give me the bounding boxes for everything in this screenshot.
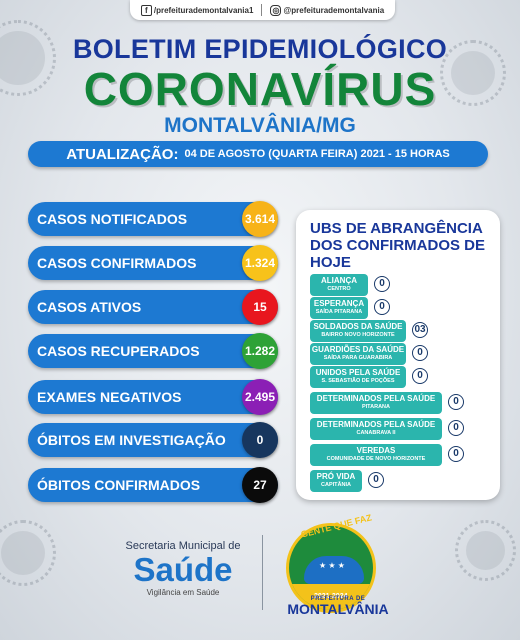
stat-obitos-confirmados: ÓBITOS CONFIRMADOS 27 (28, 467, 278, 503)
stat-value: 2.495 (242, 379, 278, 415)
prefeitura-name: PREFEITURA DE MONTALVÂNIA (278, 596, 398, 616)
ubs-name: SOLDADOS DA SAÚDE (313, 322, 403, 331)
ubs-count: 03 (412, 322, 428, 338)
ubs-count: 0 (448, 446, 464, 462)
virus-decoration (440, 40, 506, 106)
update-label: ATUALIZAÇÃO: (66, 145, 179, 163)
stat-casos-confirmados: CASOS CONFIRMADOS 1.324 (28, 245, 278, 281)
ubs-count: 0 (412, 345, 428, 361)
prefeitura-emblem: ★ ★ ★ GENTE QUE FAZ 2021-2024 (278, 512, 388, 615)
ubs-sub: CAPITÂNIA (321, 482, 351, 488)
bulletin-subtitle: CORONAVÍRUS (83, 63, 437, 115)
prefeitura-line2: MONTALVÂNIA (287, 601, 389, 617)
stat-exames-negativos: EXAMES NEGATIVOS 2.495 (28, 379, 278, 415)
ubs-tag: ALIANÇA CENTRO (310, 274, 368, 296)
ubs-tag: UNIDOS PELA SAÚDE S. SEBASTIÃO DE POÇÕES (310, 366, 406, 388)
stat-value: 1.282 (242, 333, 278, 369)
stat-label: CASOS ATIVOS (37, 299, 142, 315)
emblem-circle: ★ ★ ★ (286, 523, 376, 613)
stat-casos-notificados: CASOS NOTIFICADOS 3.614 (28, 201, 278, 237)
ubs-title: UBS DE ABRANGÊNCIA DOS CONFIRMADOS DE HO… (310, 220, 495, 271)
social-bar: f /prefeiturademontalvania1 ◎ @prefeitur… (130, 0, 395, 20)
ubs-sub: SAÍDA PARA GUARABIRA (323, 355, 393, 361)
ubs-title-line2: DOS CONFIRMADOS DE HOJE (310, 237, 486, 271)
ubs-count: 0 (374, 276, 390, 292)
ubs-tag: SOLDADOS DA SAÚDE BAIRRO NOVO HORIZONTE (310, 320, 406, 342)
ubs-name: GUARDIÕES DA SAÚDE (311, 345, 405, 354)
ubs-count: 0 (412, 368, 428, 384)
ubs-name: VEREDAS (356, 446, 396, 455)
update-value: 04 DE AGOSTO (QUARTA FEIRA) 2021 - 15 HO… (184, 148, 450, 160)
ubs-name: ALIANÇA (321, 276, 357, 285)
instagram-icon: ◎ (270, 4, 282, 16)
stat-label: CASOS RECUPERADOS (37, 343, 200, 359)
secretaria-logo: Secretaria Municipal de Saúde Vigilância… (118, 540, 248, 597)
ubs-name: DETERMINADOS PELA SAÚDE (316, 394, 436, 403)
stat-casos-ativos: CASOS ATIVOS 15 (28, 289, 278, 325)
ubs-panel: UBS DE ABRANGÊNCIA DOS CONFIRMADOS DE HO… (296, 210, 500, 500)
ubs-name: PRÓ VIDA (316, 472, 356, 481)
stat-value: 3.614 (242, 201, 278, 237)
ubs-name: ESPERANÇA (313, 299, 365, 308)
ubs-count: 0 (374, 299, 390, 315)
ubs-tag: PRÓ VIDA CAPITÂNIA (310, 470, 362, 492)
stat-label: ÓBITOS CONFIRMADOS (37, 477, 201, 493)
footer-divider (262, 535, 263, 610)
prefeitura-line1: PREFEITURA DE (310, 596, 366, 602)
ubs-sub: SAÍDA PITARANA (315, 309, 363, 315)
stat-value: 27 (242, 467, 278, 503)
secretaria-line2: Saúde (133, 551, 233, 588)
facebook-icon: f (140, 4, 152, 16)
ubs-sub: COMUNIDADE DE NOVO HORIZONTE (326, 456, 426, 462)
bulletin-title: BOLETIM EPIDEMIOLÓGICO (72, 34, 448, 64)
stat-obitos-investigacao: ÓBITOS EM INVESTIGAÇÃO 0 (28, 422, 278, 458)
ubs-tag: DETERMINADOS PELA SAÚDE PITARANA (310, 392, 442, 414)
stat-label: ÓBITOS EM INVESTIGAÇÃO (37, 432, 226, 448)
ubs-tag: VEREDAS COMUNIDADE DE NOVO HORIZONTE (310, 444, 442, 466)
ubs-tag: GUARDIÕES DA SAÚDE SAÍDA PARA GUARABIRA (310, 343, 406, 365)
ubs-sub: PITARANA (361, 404, 390, 410)
ubs-name: DETERMINADOS PELA SAÚDE (316, 420, 436, 429)
ubs-sub: CANABRAVA II (356, 430, 396, 436)
secretaria-line1: Secretaria Municipal de (125, 540, 241, 552)
ubs-sub: S. SEBASTIÃO DE POÇÕES (321, 378, 395, 384)
stat-label: CASOS CONFIRMADOS (37, 255, 197, 271)
stat-value: 15 (242, 289, 278, 325)
ubs-count: 0 (448, 394, 464, 410)
ubs-count: 0 (448, 420, 464, 436)
bulletin-location: MONTALVÂNIA/MG (164, 114, 356, 137)
stat-value: 1.324 (242, 245, 278, 281)
facebook-handle: /prefeiturademontalvania1 (153, 5, 254, 15)
ubs-sub: BAIRRO NOVO HORIZONTE (321, 332, 395, 338)
ubs-title-line1: UBS DE ABRANGÊNCIA (310, 220, 483, 237)
emblem-years: 2021-2024 (314, 593, 348, 600)
stat-casos-recuperados: CASOS RECUPERADOS 1.282 (28, 333, 278, 369)
ubs-name: UNIDOS PELA SAÚDE (315, 368, 401, 377)
ubs-sub: CENTRO (327, 286, 351, 292)
instagram-handle: @prefeiturademontalvania (283, 5, 385, 15)
divider (261, 4, 263, 16)
stat-value: 0 (242, 422, 278, 458)
update-banner: ATUALIZAÇÃO: 04 DE AGOSTO (QUARTA FEIRA)… (28, 141, 488, 167)
virus-decoration (0, 20, 56, 96)
stat-label: EXAMES NEGATIVOS (37, 389, 182, 405)
ubs-count: 0 (368, 472, 384, 488)
ubs-tag: DETERMINADOS PELA SAÚDE CANABRAVA II (310, 418, 442, 440)
secretaria-line3: Vigilância em Saúde (146, 588, 220, 597)
stat-label: CASOS NOTIFICADOS (37, 211, 188, 227)
virus-decoration (0, 520, 56, 586)
ubs-tag: ESPERANÇA SAÍDA PITARANA (310, 297, 368, 319)
virus-decoration (455, 520, 516, 581)
